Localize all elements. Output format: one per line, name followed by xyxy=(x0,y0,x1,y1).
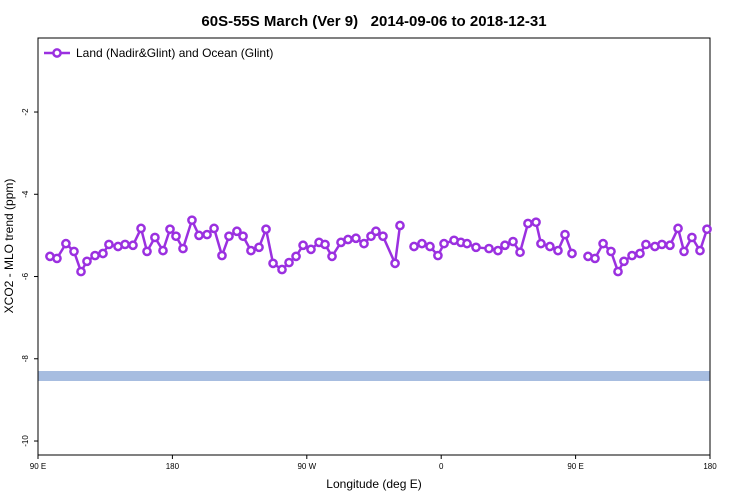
point xyxy=(150,232,160,243)
point xyxy=(433,250,443,261)
point xyxy=(277,264,287,275)
point xyxy=(425,241,435,252)
point xyxy=(567,248,577,259)
point xyxy=(343,234,353,245)
point xyxy=(284,257,294,268)
series-line xyxy=(49,216,402,275)
y-tick-label: -2 xyxy=(21,108,30,116)
point xyxy=(254,242,264,253)
point xyxy=(128,240,138,251)
point xyxy=(61,238,71,249)
point xyxy=(165,224,175,235)
point xyxy=(268,258,278,269)
point xyxy=(306,244,316,255)
point xyxy=(613,266,623,277)
point xyxy=(590,253,600,264)
point xyxy=(371,226,381,237)
point xyxy=(409,241,419,252)
point xyxy=(351,233,361,244)
point xyxy=(687,232,697,243)
point xyxy=(158,245,168,256)
point xyxy=(261,224,271,235)
point xyxy=(202,229,212,240)
point xyxy=(484,243,494,254)
point xyxy=(500,240,510,251)
point xyxy=(606,246,616,257)
point xyxy=(598,238,608,249)
point xyxy=(98,248,108,259)
point xyxy=(82,256,92,267)
point xyxy=(178,243,188,254)
plot-frame xyxy=(37,37,711,456)
point xyxy=(695,245,705,256)
point xyxy=(493,245,503,256)
chart-title: 60S-55S March (Ver 9) 2014-09-06 to 2018… xyxy=(201,13,546,30)
y-tick-label: -6 xyxy=(21,272,30,280)
point xyxy=(531,217,541,228)
point xyxy=(52,253,62,264)
x-tick-label: 180 xyxy=(166,462,180,471)
point xyxy=(627,250,637,261)
x-tick-label: 0 xyxy=(439,462,444,471)
point xyxy=(104,239,114,250)
point xyxy=(238,231,248,242)
point xyxy=(390,258,400,269)
point xyxy=(291,251,301,262)
point xyxy=(560,229,570,240)
point xyxy=(439,238,449,249)
y-tick-label: -8 xyxy=(21,355,30,363)
point xyxy=(665,240,675,251)
point xyxy=(209,223,219,234)
point xyxy=(327,251,337,262)
y-tick-label: -4 xyxy=(21,190,30,198)
point xyxy=(120,239,130,250)
point xyxy=(515,247,525,258)
point xyxy=(545,241,555,252)
point xyxy=(171,231,181,242)
point xyxy=(657,239,667,250)
x-tick-label: 90 W xyxy=(297,462,316,471)
x-tick-label: 90 E xyxy=(30,462,46,471)
point xyxy=(187,215,197,226)
point xyxy=(136,223,146,234)
point xyxy=(702,224,712,235)
point xyxy=(673,223,683,234)
point xyxy=(523,218,533,229)
reference-band xyxy=(38,371,710,381)
x-axis-label: Longitude (deg E) xyxy=(326,477,421,491)
point xyxy=(194,230,204,241)
point xyxy=(471,242,481,253)
point xyxy=(378,231,388,242)
point xyxy=(359,238,369,249)
point xyxy=(679,246,689,257)
point xyxy=(320,239,330,250)
legend-label: Land (Nadir&Glint) and Ocean (Glint) xyxy=(76,46,273,60)
point xyxy=(462,238,472,249)
point xyxy=(224,231,234,242)
point xyxy=(553,245,563,256)
point xyxy=(76,266,86,277)
point xyxy=(246,245,256,256)
point xyxy=(536,238,546,249)
x-tick-label: 90 E xyxy=(567,462,583,471)
point xyxy=(641,239,651,250)
point xyxy=(69,246,79,257)
legend-marker xyxy=(52,48,62,58)
y-tick-label: -10 xyxy=(21,435,30,447)
point xyxy=(417,238,427,249)
point xyxy=(619,256,629,267)
point xyxy=(635,248,645,259)
point xyxy=(298,240,308,251)
x-tick-label: 180 xyxy=(703,462,717,471)
point xyxy=(508,236,518,247)
point xyxy=(90,250,100,261)
point xyxy=(395,220,405,231)
y-axis-label: XCO2 - MLO trend (ppm) xyxy=(2,179,16,314)
point xyxy=(142,246,152,257)
point xyxy=(217,250,227,261)
point xyxy=(232,226,242,237)
